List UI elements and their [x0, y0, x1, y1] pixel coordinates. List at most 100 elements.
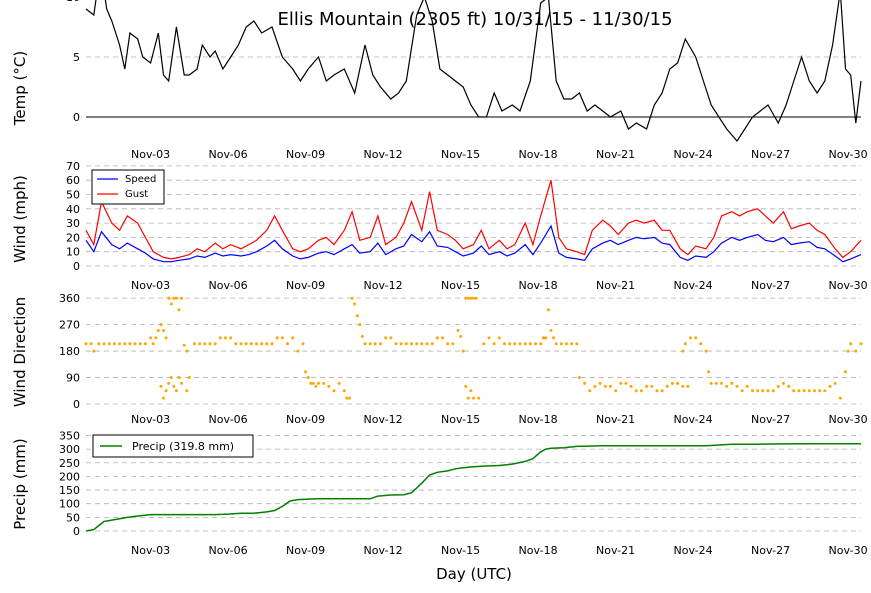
wind-direction-panel: Wind Direction 0 90 180 270 360 Nov-03 Nov-06 N… — [11, 292, 868, 426]
wind-direction-point — [539, 342, 543, 346]
dir-ytick-label: 180 — [59, 345, 80, 358]
wind-direction-point — [619, 381, 623, 385]
dir-ytick-label: 360 — [59, 292, 80, 305]
wind-direction-point — [159, 323, 163, 327]
wind-direction-point — [345, 396, 349, 400]
wind-direction-point — [686, 384, 690, 388]
wind-direction-point — [456, 329, 460, 332]
temp-ytick-label: 0 — [73, 111, 80, 124]
dir-xtick-label: Nov-09 — [286, 413, 325, 426]
wind-direction-point — [180, 381, 184, 385]
wind-direction-point — [435, 336, 439, 340]
wind-direction-point — [156, 329, 160, 332]
wind-ylabel: Wind (mph) — [11, 175, 29, 263]
wind-ytick-label: 70 — [66, 160, 80, 173]
temp-ylabel: Temp (°C) — [11, 51, 29, 126]
precip-xtick-label: Nov-27 — [751, 544, 790, 557]
dir-xtick-label: Nov-24 — [674, 413, 713, 426]
wind-direction-point — [838, 396, 842, 400]
wind-speed-line — [85, 224, 862, 263]
wind-direction-point — [446, 342, 450, 346]
wind-direction-point — [224, 336, 227, 340]
wind-direction-point — [107, 342, 111, 346]
wind-direction-point — [162, 329, 165, 332]
wind-direction-point — [118, 342, 122, 346]
wind-direction-point — [425, 342, 429, 346]
wind-direction-point — [102, 342, 106, 346]
wind-direction-point — [859, 342, 863, 346]
wind-direction-point — [472, 396, 475, 400]
wind-direction-point — [629, 384, 633, 388]
wind-direction-point — [363, 342, 367, 346]
wind-direction-point — [249, 342, 253, 346]
wind-direction-point — [720, 381, 723, 385]
wind-direction-point — [260, 342, 264, 346]
wind-direction-point — [213, 342, 217, 346]
temp-xtick-label: Nov-27 — [751, 148, 790, 161]
dir-xtick-label: Nov-03 — [131, 413, 170, 426]
wind-direction-point — [464, 296, 468, 300]
dir-xtick-label: Nov-27 — [751, 413, 790, 426]
wind-direction-point — [154, 336, 158, 340]
wind-ytick-label: 20 — [66, 231, 80, 244]
precip-legend-label: Precip (319.8 mm) — [132, 440, 234, 453]
wind-direction-point — [198, 342, 202, 346]
precip-ytick-label: 50 — [66, 511, 80, 524]
precip-ytick-label: 350 — [59, 429, 80, 442]
wind-direction-point — [546, 308, 550, 312]
wind-direction-point — [518, 342, 522, 346]
wind-direction-point — [828, 384, 832, 388]
wind-direction-point — [218, 336, 222, 340]
wind-direction-point — [735, 384, 739, 388]
temp-xtick-label: Nov-06 — [209, 148, 248, 161]
wind-direction-point — [164, 389, 168, 393]
precip-legend-box — [92, 434, 254, 458]
wind-direction-point — [472, 296, 475, 300]
dir-ytick-label: 90 — [66, 372, 80, 385]
wind-direction-point — [169, 302, 173, 306]
wind-direction-point — [797, 389, 801, 393]
wind-direction-point — [89, 342, 93, 346]
wind-direction-point — [565, 342, 568, 346]
precip-xtick-label: Nov-30 — [829, 544, 868, 557]
wind-direction-point — [714, 381, 718, 385]
wind-direction-point — [575, 342, 579, 346]
wind-direction-point — [740, 389, 744, 393]
wind-direction-point — [177, 308, 181, 312]
wind-direction-point — [503, 342, 506, 346]
wind-direction-point — [394, 342, 398, 346]
wind-direction-point — [598, 381, 602, 385]
wind-direction-point — [689, 336, 692, 340]
wind-direction-point — [660, 389, 664, 393]
wind-direction-point — [172, 296, 176, 300]
temperature-line — [85, 0, 862, 142]
dir-xtick-label: Nov-06 — [209, 413, 248, 426]
precip-xtick-label: Nov-12 — [364, 544, 403, 557]
wind-direction-point — [420, 342, 424, 346]
temp-xtick-label: Nov-15 — [441, 148, 480, 161]
wind-direction-point — [487, 336, 491, 340]
wind-direction-point — [639, 389, 643, 393]
wind-direction-point — [846, 349, 850, 353]
wind-direction-point — [833, 381, 837, 385]
wind-direction-point — [782, 381, 785, 385]
wind-legend: Speed Gust — [91, 169, 165, 205]
wind-direction-point — [787, 384, 791, 388]
wind-direction-point — [348, 396, 351, 400]
wind-direction-point — [469, 296, 473, 300]
wind-direction-point — [461, 349, 465, 353]
wind-direction-point — [766, 389, 770, 393]
wind-direction-point — [234, 342, 238, 346]
wind-direction-point — [849, 342, 853, 346]
wind-xtick-label: Nov-21 — [596, 279, 635, 292]
wind-direction-point — [751, 389, 754, 393]
precip-xtick-label: Nov-03 — [131, 544, 170, 557]
wind-direction-point — [634, 389, 638, 393]
wind-direction-point — [549, 329, 553, 332]
wind-direction-point — [123, 342, 127, 346]
wind-direction-point — [771, 389, 775, 393]
wind-direction-point — [534, 342, 537, 346]
wind-direction-point — [296, 349, 300, 353]
